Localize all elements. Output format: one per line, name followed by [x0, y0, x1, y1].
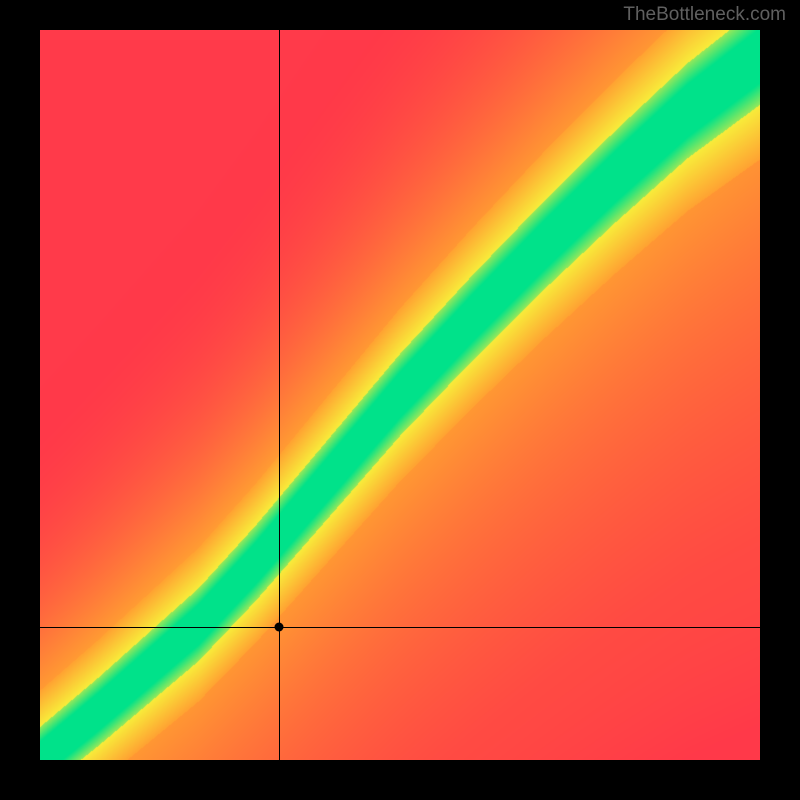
crosshair-marker: [275, 623, 284, 632]
crosshair-horizontal: [40, 627, 760, 628]
bottleneck-heatmap: [40, 30, 760, 760]
watermark: TheBottleneck.com: [623, 4, 786, 26]
heatmap-canvas: [40, 30, 760, 760]
crosshair-vertical: [279, 30, 280, 760]
